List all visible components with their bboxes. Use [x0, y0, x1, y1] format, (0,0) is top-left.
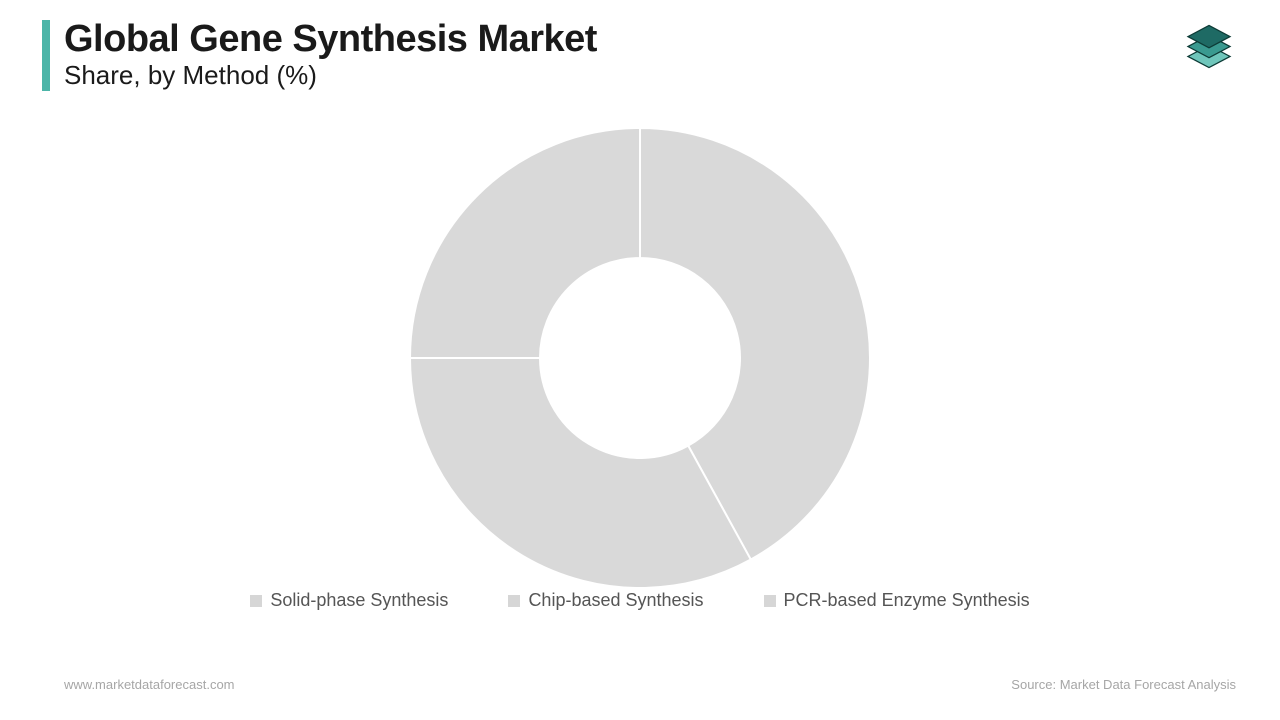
legend-item-pcr-enzyme: PCR-based Enzyme Synthesis: [764, 590, 1030, 611]
donut-chart: [0, 128, 1280, 588]
legend-item-chip-based: Chip-based Synthesis: [508, 590, 703, 611]
footer-source: Source: Market Data Forecast Analysis: [1011, 677, 1236, 692]
donut-slice: [410, 128, 640, 358]
donut-slice: [410, 358, 751, 588]
chart-title: Global Gene Synthesis Market: [64, 20, 597, 60]
legend-swatch-icon: [508, 595, 520, 607]
legend-label: PCR-based Enzyme Synthesis: [784, 590, 1030, 611]
legend-label: Chip-based Synthesis: [528, 590, 703, 611]
accent-bar: [42, 20, 50, 91]
legend-swatch-icon: [764, 595, 776, 607]
footer-url: www.marketdataforecast.com: [64, 677, 235, 692]
title-block: Global Gene Synthesis Market Share, by M…: [42, 20, 597, 91]
legend-item-solid-phase: Solid-phase Synthesis: [250, 590, 448, 611]
page-root: Global Gene Synthesis Market Share, by M…: [0, 0, 1280, 720]
legend-label: Solid-phase Synthesis: [270, 590, 448, 611]
titles: Global Gene Synthesis Market Share, by M…: [64, 20, 597, 91]
legend-swatch-icon: [250, 595, 262, 607]
chart-subtitle: Share, by Method (%): [64, 60, 597, 91]
legend: Solid-phase Synthesis Chip-based Synthes…: [0, 590, 1280, 611]
brand-logo-icon: [1178, 18, 1240, 80]
